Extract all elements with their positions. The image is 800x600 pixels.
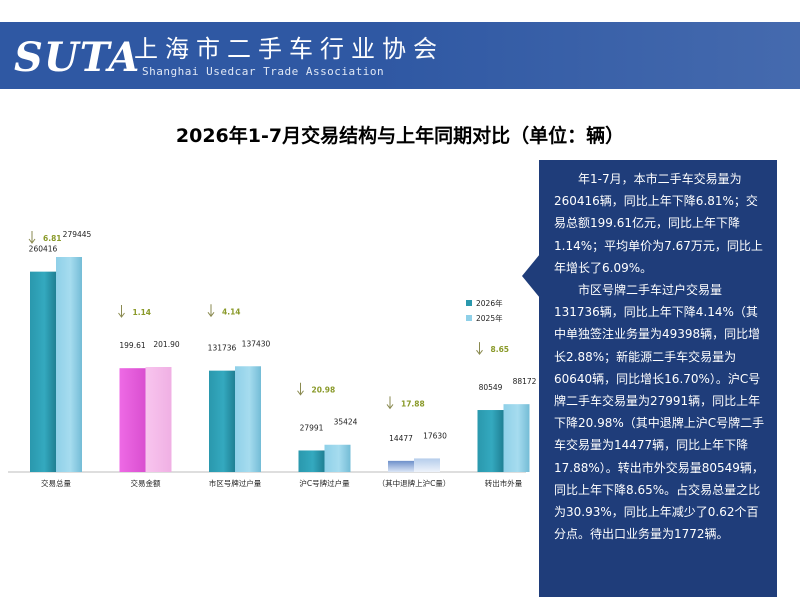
bar-2025 <box>414 458 440 472</box>
change-arrow-head <box>118 312 125 318</box>
change-arrow-head <box>297 390 304 396</box>
bar-2026 <box>477 410 504 472</box>
category-label: 市区号牌过户量 <box>209 478 262 488</box>
change-label: 4.14 <box>222 307 241 316</box>
bar-2026 <box>30 271 56 472</box>
data-label-2026: 199.61 <box>119 341 145 350</box>
legend-label: 2026年 <box>476 298 503 308</box>
bar-2025 <box>235 366 261 472</box>
data-label-2026: 131736 <box>208 344 237 353</box>
summary-note: 年1-7月，本市二手车交易量为260416辆，同比上年下降6.81%；交易总额1… <box>539 160 777 597</box>
note-paragraph-2: 市区号牌二手车过户交易量131736辆，同比上年下降4.14%（其中单独签注业务… <box>554 283 765 542</box>
data-label-2026: 260416 <box>29 245 58 254</box>
callout-pointer <box>522 254 540 298</box>
bar-2026 <box>298 450 325 472</box>
bar-2025 <box>503 404 530 472</box>
change-label: 8.65 <box>491 345 510 354</box>
data-label-2025: 279445 <box>63 230 92 239</box>
data-label-2025: 17630 <box>423 431 447 440</box>
data-label-2025: 35424 <box>334 418 358 427</box>
data-label-2026: 14477 <box>389 434 413 443</box>
change-label: 6.81 <box>43 234 62 243</box>
bar-2026 <box>209 370 235 472</box>
bar-2026 <box>119 368 146 472</box>
category-label: （其中退牌上沪C量） <box>378 478 451 488</box>
change-label: 1.14 <box>133 308 152 317</box>
data-label-2026: 27991 <box>300 423 324 432</box>
header-banner: SUTA 上海市二手车行业协会 Shanghai Usedcar Trade A… <box>0 22 800 89</box>
page-title: 2026年1-7月交易结构与上年同期对比（单位：辆） <box>175 125 625 147</box>
category-label: 转出市外量 <box>485 478 523 488</box>
data-label-2025: 201.90 <box>153 340 179 349</box>
org-name-en: Shanghai Usedcar Trade Association <box>142 65 385 78</box>
org-name-cn: 上海市二手车行业协会 <box>134 35 444 63</box>
bar-2025 <box>56 257 82 472</box>
data-label-2026: 80549 <box>479 383 503 392</box>
category-label: 交易金额 <box>131 478 161 488</box>
note-paragraph-1: 年1-7月，本市二手车交易量为260416辆，同比上年下降6.81%；交易总额1… <box>554 172 763 275</box>
category-label: 交易总量 <box>41 478 71 488</box>
category-label: 沪C号牌过户量 <box>299 478 350 488</box>
data-label-2025: 88172 <box>513 377 537 386</box>
bar-2026 <box>388 460 414 472</box>
legend-swatch <box>466 300 472 306</box>
change-arrow-head <box>476 349 483 355</box>
change-arrow-head <box>386 404 394 410</box>
change-label: 17.88 <box>401 399 425 408</box>
legend-swatch <box>466 315 472 321</box>
bar-2025 <box>145 367 172 472</box>
suta-logo: SUTA <box>14 34 141 81</box>
data-label-2025: 137430 <box>242 339 271 348</box>
bar-2025 <box>324 444 351 472</box>
change-label: 20.98 <box>312 386 336 395</box>
change-arrow-head <box>207 311 215 318</box>
legend-label: 2025年 <box>476 313 503 323</box>
change-arrow-head <box>28 238 36 244</box>
